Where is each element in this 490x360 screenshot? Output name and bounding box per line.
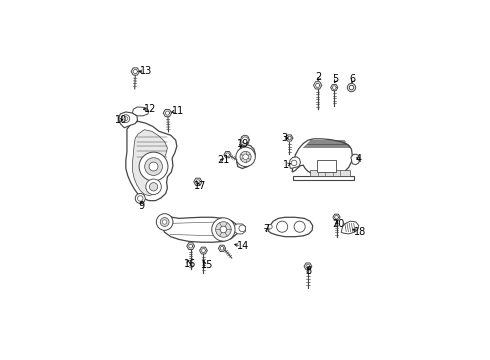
Polygon shape <box>234 224 245 234</box>
Circle shape <box>220 226 227 233</box>
Circle shape <box>124 117 128 121</box>
Text: 16: 16 <box>184 260 196 269</box>
Polygon shape <box>314 82 322 89</box>
Circle shape <box>216 222 231 237</box>
Text: 18: 18 <box>354 227 366 237</box>
Polygon shape <box>163 109 172 117</box>
Text: 19: 19 <box>237 139 249 149</box>
Polygon shape <box>199 247 207 254</box>
Polygon shape <box>132 130 168 195</box>
Text: 14: 14 <box>237 241 249 251</box>
Polygon shape <box>331 85 338 91</box>
Text: 21: 21 <box>217 155 230 165</box>
Circle shape <box>243 154 248 159</box>
Polygon shape <box>131 68 140 75</box>
Polygon shape <box>194 178 202 185</box>
Text: 8: 8 <box>305 266 311 276</box>
Polygon shape <box>290 157 300 168</box>
Text: 11: 11 <box>172 106 184 116</box>
Circle shape <box>122 115 130 122</box>
Polygon shape <box>126 121 177 201</box>
Circle shape <box>347 84 356 92</box>
Polygon shape <box>351 154 360 165</box>
Circle shape <box>145 158 162 175</box>
Circle shape <box>277 221 288 232</box>
Circle shape <box>160 217 169 226</box>
Circle shape <box>135 193 145 203</box>
Circle shape <box>268 225 272 229</box>
FancyBboxPatch shape <box>317 161 336 172</box>
Polygon shape <box>241 135 249 145</box>
Text: 5: 5 <box>332 74 339 84</box>
Text: 7: 7 <box>263 224 269 234</box>
Polygon shape <box>341 221 359 234</box>
Circle shape <box>139 152 168 181</box>
Polygon shape <box>162 215 238 242</box>
Text: 9: 9 <box>138 201 144 211</box>
Text: 10: 10 <box>115 115 127 125</box>
Polygon shape <box>286 135 293 141</box>
Polygon shape <box>224 152 231 158</box>
Polygon shape <box>304 263 312 270</box>
Polygon shape <box>293 176 354 180</box>
Polygon shape <box>219 245 225 251</box>
Circle shape <box>138 196 143 201</box>
Circle shape <box>240 151 251 162</box>
Text: 1: 1 <box>283 159 289 170</box>
Circle shape <box>242 137 248 144</box>
Polygon shape <box>269 217 313 237</box>
Polygon shape <box>237 144 255 168</box>
Circle shape <box>239 225 245 232</box>
Polygon shape <box>187 243 195 249</box>
Text: 3: 3 <box>281 133 287 143</box>
Polygon shape <box>132 107 148 116</box>
Polygon shape <box>333 214 340 220</box>
Text: 12: 12 <box>144 104 156 114</box>
Circle shape <box>294 221 305 232</box>
Polygon shape <box>292 139 352 176</box>
Circle shape <box>162 220 167 224</box>
Circle shape <box>349 85 354 90</box>
Text: 13: 13 <box>140 67 152 76</box>
Text: 4: 4 <box>355 154 362 164</box>
Text: 2: 2 <box>316 72 322 82</box>
Polygon shape <box>310 170 350 176</box>
Polygon shape <box>119 112 138 128</box>
Circle shape <box>212 218 235 241</box>
Text: 6: 6 <box>349 74 356 84</box>
Circle shape <box>236 147 255 167</box>
Circle shape <box>156 214 173 230</box>
Text: 20: 20 <box>332 219 345 229</box>
Text: 15: 15 <box>201 260 213 270</box>
Circle shape <box>146 179 161 194</box>
Circle shape <box>149 162 158 171</box>
Circle shape <box>149 183 158 191</box>
Circle shape <box>292 160 297 166</box>
Text: 17: 17 <box>195 181 207 191</box>
